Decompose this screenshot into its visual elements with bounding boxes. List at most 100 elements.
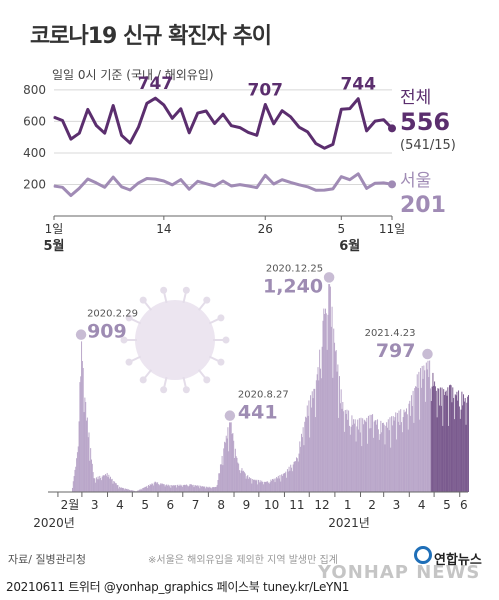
- daily-case-bar: [360, 417, 362, 492]
- daily-case-bar: [335, 350, 337, 492]
- series-seoul-point: [239, 184, 241, 186]
- daily-case-bar: [131, 490, 133, 492]
- daily-case-bar: [124, 488, 126, 492]
- daily-case-bar: [298, 453, 300, 492]
- daily-case-bar: [187, 486, 189, 492]
- daily-case-bar: [296, 458, 298, 492]
- daily-case-bar: [434, 381, 436, 492]
- daily-case-bar: [103, 475, 105, 492]
- y-tick-label: 600: [23, 114, 46, 128]
- daily-case-bar: [233, 440, 235, 492]
- month-tick-label: 3: [91, 498, 99, 512]
- daily-case-bar: [364, 420, 366, 492]
- daily-case-bar: [186, 484, 188, 492]
- daily-case-bar: [94, 478, 96, 492]
- daily-case-bar: [81, 361, 83, 492]
- daily-case-bar: [76, 458, 78, 492]
- daily-case-bar: [93, 478, 95, 492]
- daily-case-bar: [368, 428, 370, 492]
- series-total-point: [264, 103, 266, 106]
- daily-case-bar: [225, 435, 227, 492]
- daily-case-bar: [346, 409, 348, 492]
- daily-case-bar: [176, 484, 178, 492]
- series-total-point: [53, 116, 55, 118]
- daily-case-bar: [387, 419, 389, 492]
- page-title: 코로나19 신규 확진자 추이: [30, 24, 272, 49]
- daily-case-bar: [324, 308, 326, 492]
- series-seoul-point: [95, 182, 97, 184]
- daily-case-bar: [101, 476, 103, 492]
- yonhap-logo-icon: [414, 546, 432, 564]
- daily-case-bar: [321, 346, 323, 492]
- daily-case-bar: [247, 475, 249, 492]
- daily-case-bar: [370, 428, 372, 492]
- daily-case-bar: [248, 477, 250, 492]
- daily-case-bar: [422, 378, 424, 492]
- daily-case-bar: [165, 484, 167, 492]
- virus-spike: [182, 291, 188, 304]
- virus-spike-tip: [160, 286, 168, 294]
- annotation-date: 2021.4.23: [365, 328, 416, 339]
- daily-case-bar: [121, 487, 123, 492]
- series-total-point: [298, 126, 300, 128]
- daily-case-bar: [77, 446, 79, 492]
- daily-case-bar: [195, 485, 197, 492]
- daily-case-bar: [336, 371, 338, 492]
- daily-case-bar: [210, 488, 212, 492]
- daily-case-bar: [84, 397, 86, 492]
- virus-spike: [129, 355, 142, 363]
- daily-case-bar: [356, 426, 358, 492]
- daily-case-bar: [310, 407, 312, 492]
- month-label: 6월: [339, 238, 360, 254]
- daily-case-bar: [178, 484, 180, 492]
- daily-case-bar: [348, 410, 350, 492]
- daily-case-bar: [120, 487, 122, 492]
- series-total-point: [205, 110, 207, 112]
- daily-case-bar: [404, 412, 406, 492]
- daily-case-bar: [391, 416, 393, 492]
- daily-case-bar: [350, 426, 352, 492]
- annotation-marker: [420, 347, 435, 361]
- series-seoul-point: [137, 182, 140, 184]
- daily-case-bar: [90, 448, 92, 492]
- daily-case-bar: [464, 398, 466, 492]
- daily-case-bar: [377, 429, 379, 492]
- virus-illustration: [120, 286, 230, 394]
- series-seoul-point: [53, 185, 55, 187]
- daily-case-bar: [249, 478, 251, 492]
- daily-case-bar: [150, 484, 152, 492]
- daily-case-bar: [308, 400, 310, 492]
- chart-subtitle: 일일 0시 기준 (국내 / 해외유입): [52, 68, 214, 82]
- daily-case-bar: [303, 445, 305, 492]
- daily-case-bar: [407, 429, 409, 492]
- daily-case-bar: [459, 418, 461, 492]
- daily-case-bar: [71, 487, 73, 492]
- annotation-marker: [322, 270, 336, 285]
- daily-case-bar: [239, 473, 241, 492]
- daily-case-bar: [461, 391, 463, 492]
- daily-case-bar: [363, 424, 364, 492]
- series-total-point: [273, 123, 275, 125]
- y-tick-label: 800: [23, 83, 46, 97]
- daily-case-bar: [380, 420, 382, 492]
- daily-case-bar: [127, 489, 129, 492]
- daily-case-bar: [154, 481, 156, 492]
- annotation-date: 2020.2.29: [87, 309, 138, 320]
- series-total-point: [256, 134, 258, 136]
- daily-case-bar: [104, 475, 106, 492]
- daily-case-bar: [153, 485, 154, 492]
- daily-case-bar: [385, 425, 387, 492]
- daily-case-bar: [396, 439, 398, 492]
- series-total-point: [323, 147, 325, 149]
- daily-case-bar: [418, 371, 420, 492]
- daily-case-bar: [413, 422, 415, 492]
- daily-case-bar: [331, 306, 333, 492]
- daily-case-bar: [218, 473, 220, 492]
- daily-case-bar: [332, 377, 334, 492]
- daily-case-bar: [122, 487, 124, 492]
- daily-case-bar: [307, 415, 309, 492]
- daily-case-bar: [315, 380, 317, 492]
- daily-case-bar: [255, 480, 257, 492]
- daily-case-bar: [320, 378, 322, 492]
- virus-spike-tip: [222, 336, 230, 344]
